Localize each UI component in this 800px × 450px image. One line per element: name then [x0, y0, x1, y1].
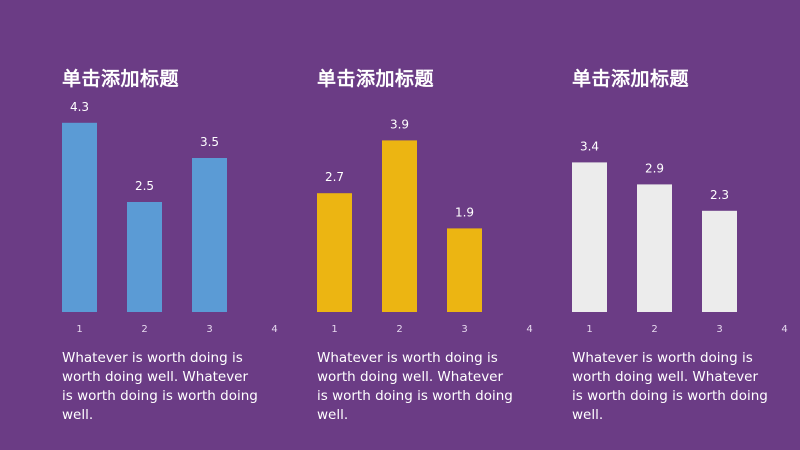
panel-description: Whatever is worth doing is worth doing w… [572, 350, 768, 423]
data-label: 2.5 [135, 179, 154, 193]
data-label: 3.9 [390, 117, 409, 131]
panel-description: Whatever is worth doing is worth doing w… [317, 350, 513, 423]
bar-chart: 3.4 1 2.9 2 2.3 3 4 [572, 139, 788, 335]
panel-title: 单击添加标题 [572, 68, 690, 90]
x-tick-label: 1 [586, 324, 592, 335]
x-tick-label: 1 [76, 324, 82, 335]
data-label: 2.3 [710, 188, 729, 202]
chart-panel-2: 单击添加标题 2.7 1 3.9 2 1.9 3 4 Whatever is worth d… [317, 0, 557, 450]
x-tick-label: 2 [651, 324, 657, 335]
x-tick-label: 4 [526, 324, 532, 335]
data-label: 1.9 [455, 205, 474, 219]
panel-title: 单击添加标题 [62, 68, 180, 90]
chart-panel-1: 单击添加标题 4.3 1 2.5 2 3.5 3 4 Whatever is worth d… [62, 0, 302, 450]
data-label: 3.4 [580, 139, 599, 153]
x-tick-label: 2 [396, 324, 402, 335]
data-label: 2.7 [325, 170, 344, 184]
bar [317, 193, 352, 312]
bar [127, 202, 162, 312]
chart-panel-3: 单击添加标题 3.4 1 2.9 2 2.3 3 4 Whatever is worth d… [572, 0, 800, 450]
x-tick-label: 3 [716, 324, 722, 335]
x-tick-label: 1 [331, 324, 337, 335]
bar [62, 122, 97, 312]
bar [637, 184, 672, 312]
bar [702, 210, 737, 312]
data-label: 2.9 [645, 161, 664, 175]
bar [572, 162, 607, 312]
bar-chart: 4.3 1 2.5 2 3.5 3 4 [62, 100, 278, 335]
panel-title: 单击添加标题 [317, 68, 435, 90]
data-label: 3.5 [200, 135, 219, 149]
x-tick-label: 4 [781, 324, 787, 335]
panel-description: Whatever is worth doing is worth doing w… [62, 350, 258, 423]
bar [382, 140, 417, 312]
x-tick-label: 3 [206, 324, 212, 335]
x-tick-label: 4 [271, 324, 277, 335]
bar [447, 228, 482, 312]
bar [192, 158, 227, 312]
x-tick-label: 2 [141, 324, 147, 335]
data-label: 4.3 [70, 100, 89, 114]
x-tick-label: 3 [461, 324, 467, 335]
bar-chart: 2.7 1 3.9 2 1.9 3 4 [317, 117, 533, 335]
